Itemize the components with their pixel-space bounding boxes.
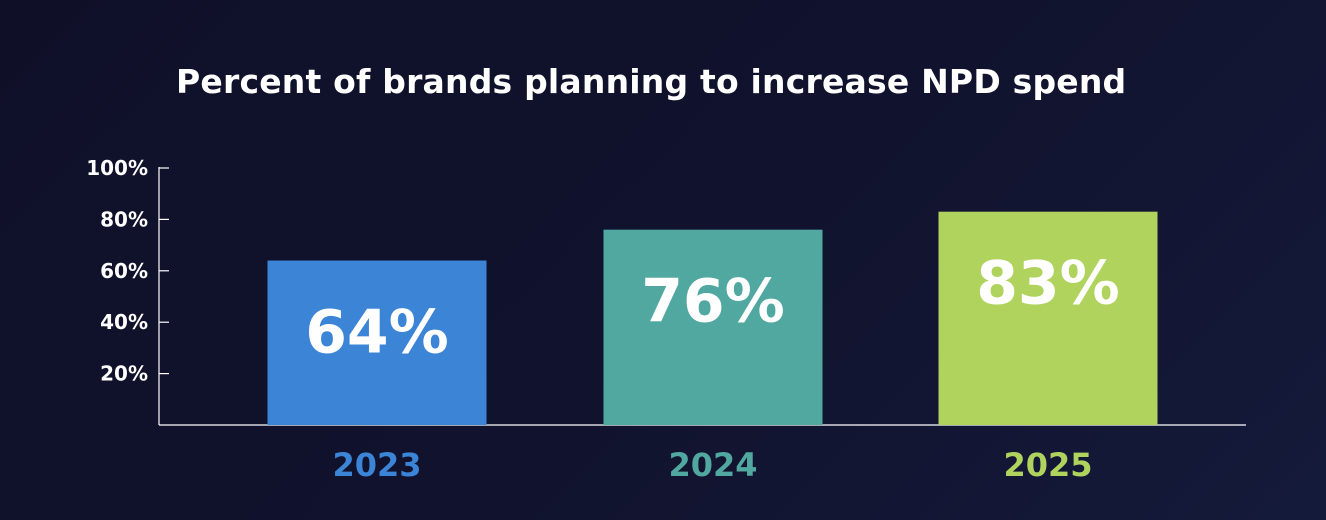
chart-labels: 64% 2023 76% 2024 83% 2025 <box>305 249 1120 484</box>
data-label-2025: 83% <box>976 249 1120 319</box>
bar-2024 <box>603 229 823 425</box>
chart-title: Percent of brands planning to increase N… <box>176 62 1127 101</box>
y-tick-label: 40% <box>100 310 148 334</box>
data-label-2023: 64% <box>305 298 449 368</box>
category-label-2025: 2025 <box>1003 446 1092 484</box>
category-label-2023: 2023 <box>332 446 421 484</box>
y-tick-label: 60% <box>100 259 148 283</box>
bar-2025 <box>938 211 1158 425</box>
y-tick-label: 20% <box>100 362 148 386</box>
y-tick-label: 100% <box>86 156 148 180</box>
chart-bars <box>267 211 1158 425</box>
bar-2023 <box>267 260 487 425</box>
data-label-2024: 76% <box>641 267 785 337</box>
category-label-2024: 2024 <box>668 446 757 484</box>
y-tick-label: 80% <box>100 207 148 231</box>
